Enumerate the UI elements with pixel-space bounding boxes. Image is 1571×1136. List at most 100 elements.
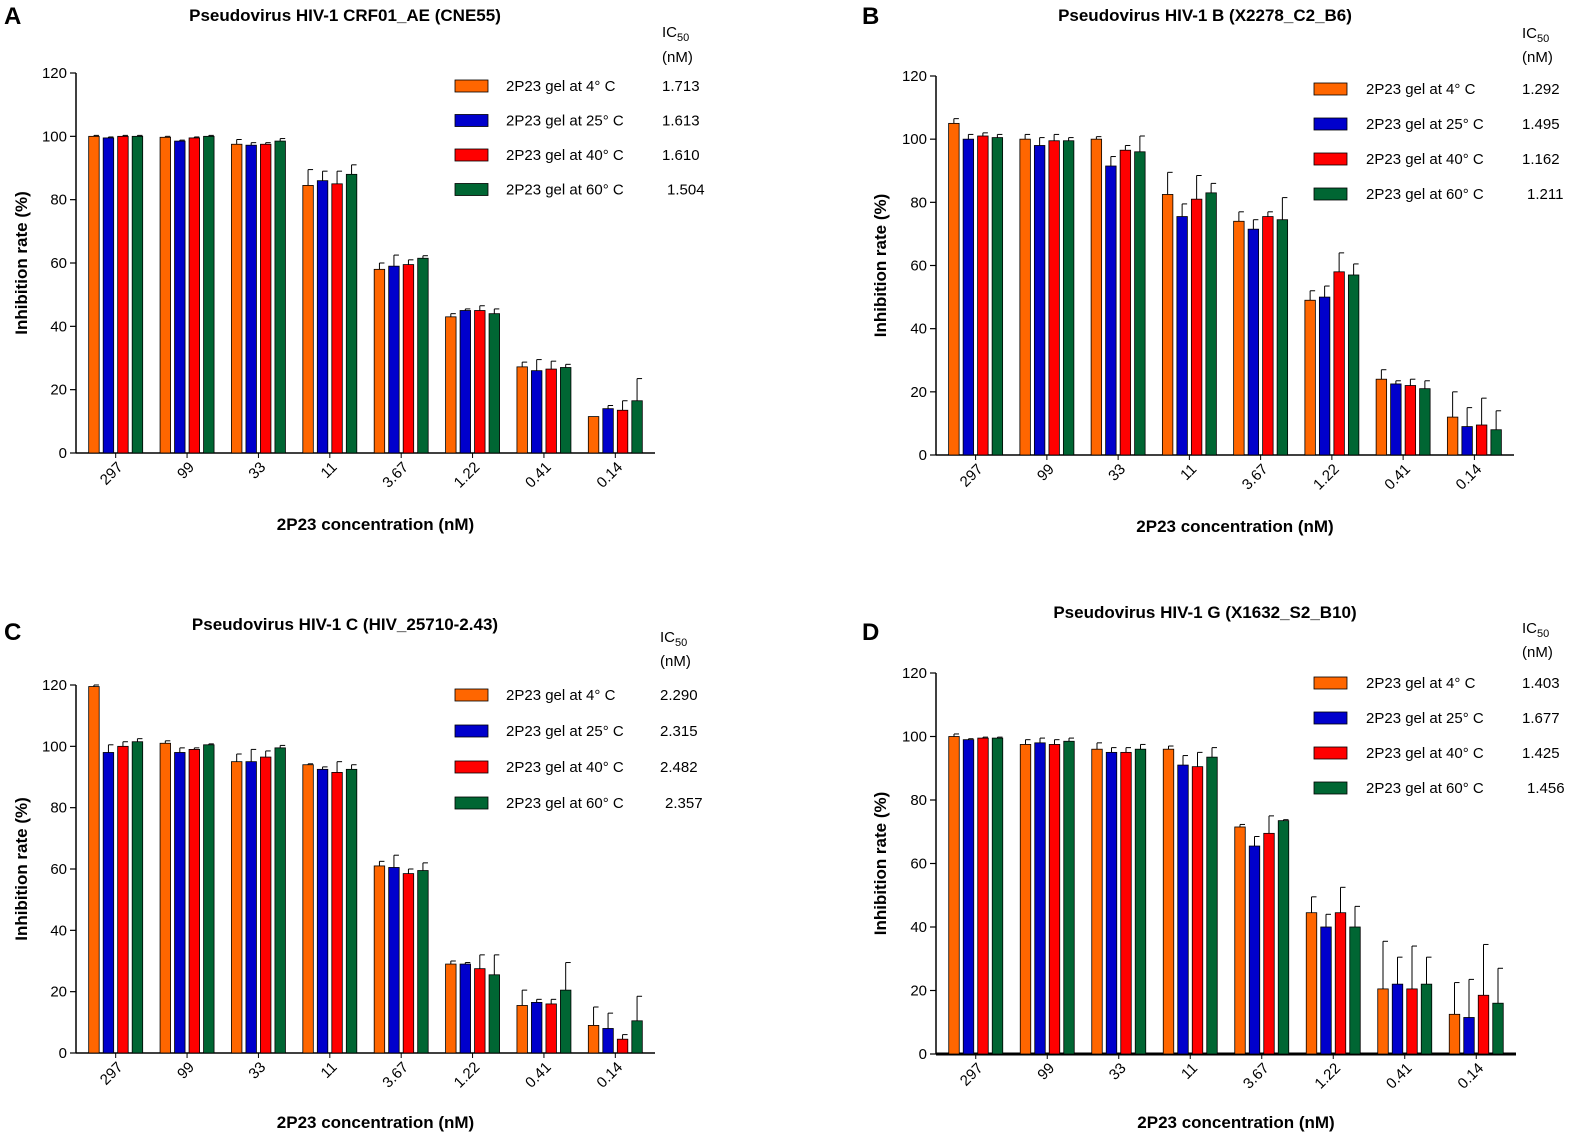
ic50-header-sub: 50: [675, 637, 687, 649]
legend-swatch: [1313, 711, 1348, 725]
y-tick-label: 20: [910, 983, 927, 1000]
ic50-header-sub: 50: [1537, 628, 1549, 640]
bar: [1090, 138, 1103, 456]
bar: [417, 257, 429, 454]
y-tick-label: 80: [50, 800, 67, 817]
bar: [1161, 194, 1174, 456]
legend-swatch: [1313, 117, 1348, 131]
bar: [1247, 228, 1260, 456]
bar: [1391, 983, 1404, 1055]
legend-swatch: [1313, 152, 1348, 166]
x-tick-label: 0.14: [1453, 461, 1486, 494]
bar: [459, 310, 471, 454]
x-axis-label: 2P23 concentration (nM): [277, 1113, 474, 1132]
bar: [402, 264, 415, 454]
bar: [1105, 751, 1118, 1055]
bar: [174, 752, 186, 1054]
y-tick-label: 20: [50, 382, 67, 399]
bar: [516, 1005, 528, 1054]
x-tick-label: 99: [1034, 461, 1058, 485]
bar: [1162, 748, 1175, 1055]
bar: [587, 1025, 600, 1054]
legend-swatch: [454, 796, 489, 810]
bar: [1490, 429, 1502, 456]
bar: [1206, 756, 1218, 1055]
bar: [1463, 1017, 1475, 1055]
bar: [1262, 216, 1274, 456]
bar: [545, 368, 557, 454]
x-tick-label: 0.14: [1454, 1060, 1487, 1093]
y-axis-label: Inhibition rate (%): [871, 792, 890, 936]
x-tick-label: 11: [318, 459, 341, 482]
x-tick-label: 11: [318, 1059, 341, 1082]
y-axis-label: Inhibition rate (%): [12, 191, 31, 335]
ic50-header: IC50: [660, 629, 687, 649]
bar: [1404, 385, 1417, 456]
y-tick-label: 40: [50, 922, 67, 939]
bar: [545, 1003, 557, 1054]
panel-letter: A: [4, 3, 21, 30]
chart-title: Pseudovirus HIV-1 CRF01_AE (CNE55): [189, 6, 501, 25]
chart-title: Pseudovirus HIV-1 C (HIV_25710-2.43): [192, 615, 498, 634]
bar: [631, 400, 643, 454]
ic50-value: 1.504: [667, 182, 705, 199]
bar: [1234, 826, 1246, 1055]
bar: [459, 963, 471, 1054]
y-tick-label: 120: [902, 68, 927, 85]
ic50-value: 1.211: [1527, 186, 1563, 203]
bar: [948, 122, 960, 456]
bar: [1375, 378, 1388, 456]
bar: [631, 1020, 643, 1054]
bar: [1048, 744, 1061, 1055]
bar: [1318, 296, 1331, 456]
x-axis-label: 2P23 concentration (nM): [1136, 517, 1333, 536]
bar: [445, 316, 457, 454]
x-tick-label: 3.67: [379, 459, 412, 492]
y-tick-label: 80: [910, 194, 927, 211]
bar: [560, 989, 572, 1054]
ic50-value: 1.403: [1522, 675, 1560, 692]
bar: [616, 409, 629, 454]
y-tick-label: 40: [910, 321, 927, 338]
y-tick-label: 80: [910, 792, 927, 809]
legend-label: 2P23 gel at 60° C: [1366, 186, 1484, 203]
y-tick-label: 0: [919, 1046, 927, 1063]
bar: [1105, 165, 1117, 456]
bar: [1019, 744, 1032, 1055]
legend-label: 2P23 gel at 40° C: [1366, 745, 1484, 762]
legend-swatch: [454, 183, 489, 196]
bar: [88, 135, 100, 454]
legend-swatch: [454, 114, 489, 127]
x-tick-label: 33: [245, 459, 269, 483]
bar: [316, 180, 329, 454]
x-tick-label: 0.41: [1381, 461, 1414, 494]
legend-label: 2P23 gel at 4° C: [506, 78, 616, 95]
y-tick-label: 120: [42, 65, 67, 82]
bar: [1190, 198, 1203, 456]
bar: [488, 313, 500, 454]
x-tick-label: 3.67: [1239, 461, 1272, 494]
bar: [302, 764, 314, 1054]
bar: [260, 143, 272, 454]
legend-swatch: [454, 148, 489, 162]
bar: [188, 749, 200, 1054]
bar: [302, 185, 314, 454]
bar: [516, 366, 528, 454]
bar: [1475, 424, 1488, 456]
bar: [602, 1028, 614, 1054]
bar: [531, 1002, 543, 1054]
bar: [1334, 912, 1347, 1055]
bar: [131, 135, 144, 454]
x-tick-label: 33: [1106, 1060, 1130, 1084]
y-tick-label: 0: [59, 445, 67, 462]
bar: [1446, 416, 1459, 456]
bar: [474, 968, 486, 1054]
y-tick-label: 120: [42, 677, 67, 694]
y-tick-label: 0: [919, 447, 927, 464]
ic50-header: IC50: [662, 24, 689, 44]
y-tick-label: 100: [902, 729, 927, 746]
x-tick-label: 3.67: [1240, 1060, 1273, 1093]
x-tick-label: 11: [1178, 1060, 1201, 1083]
bar: [445, 963, 457, 1054]
x-axis-label: 2P23 concentration (nM): [1137, 1113, 1334, 1132]
